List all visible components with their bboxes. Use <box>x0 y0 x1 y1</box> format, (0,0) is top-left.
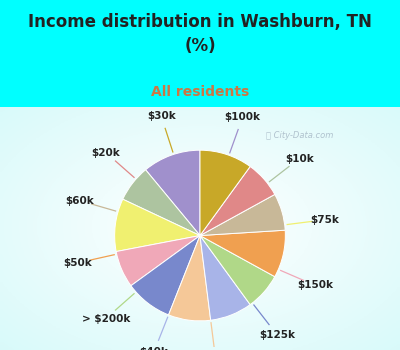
Text: $150k: $150k <box>297 280 333 290</box>
Text: $75k: $75k <box>310 215 339 225</box>
Wedge shape <box>200 230 285 276</box>
Wedge shape <box>115 199 200 252</box>
Text: > $200k: > $200k <box>82 314 130 323</box>
Text: Income distribution in Washburn, TN
(%): Income distribution in Washburn, TN (%) <box>28 13 372 55</box>
Text: $10k: $10k <box>285 154 314 164</box>
Text: $125k: $125k <box>259 330 295 340</box>
Text: $60k: $60k <box>65 196 94 205</box>
Wedge shape <box>123 170 200 236</box>
Wedge shape <box>131 236 200 315</box>
Text: All residents: All residents <box>151 85 249 99</box>
Wedge shape <box>200 236 275 304</box>
Text: $30k: $30k <box>147 111 176 121</box>
Text: ⓘ City-Data.com: ⓘ City-Data.com <box>266 132 334 140</box>
Wedge shape <box>168 236 211 321</box>
Text: $40k: $40k <box>139 347 168 350</box>
Wedge shape <box>200 236 250 320</box>
Wedge shape <box>200 195 285 236</box>
Wedge shape <box>200 167 275 236</box>
Wedge shape <box>116 236 200 286</box>
Text: $100k: $100k <box>224 112 260 122</box>
Wedge shape <box>200 150 250 236</box>
Wedge shape <box>146 150 200 236</box>
Text: $20k: $20k <box>92 148 120 158</box>
Text: $50k: $50k <box>63 258 92 268</box>
